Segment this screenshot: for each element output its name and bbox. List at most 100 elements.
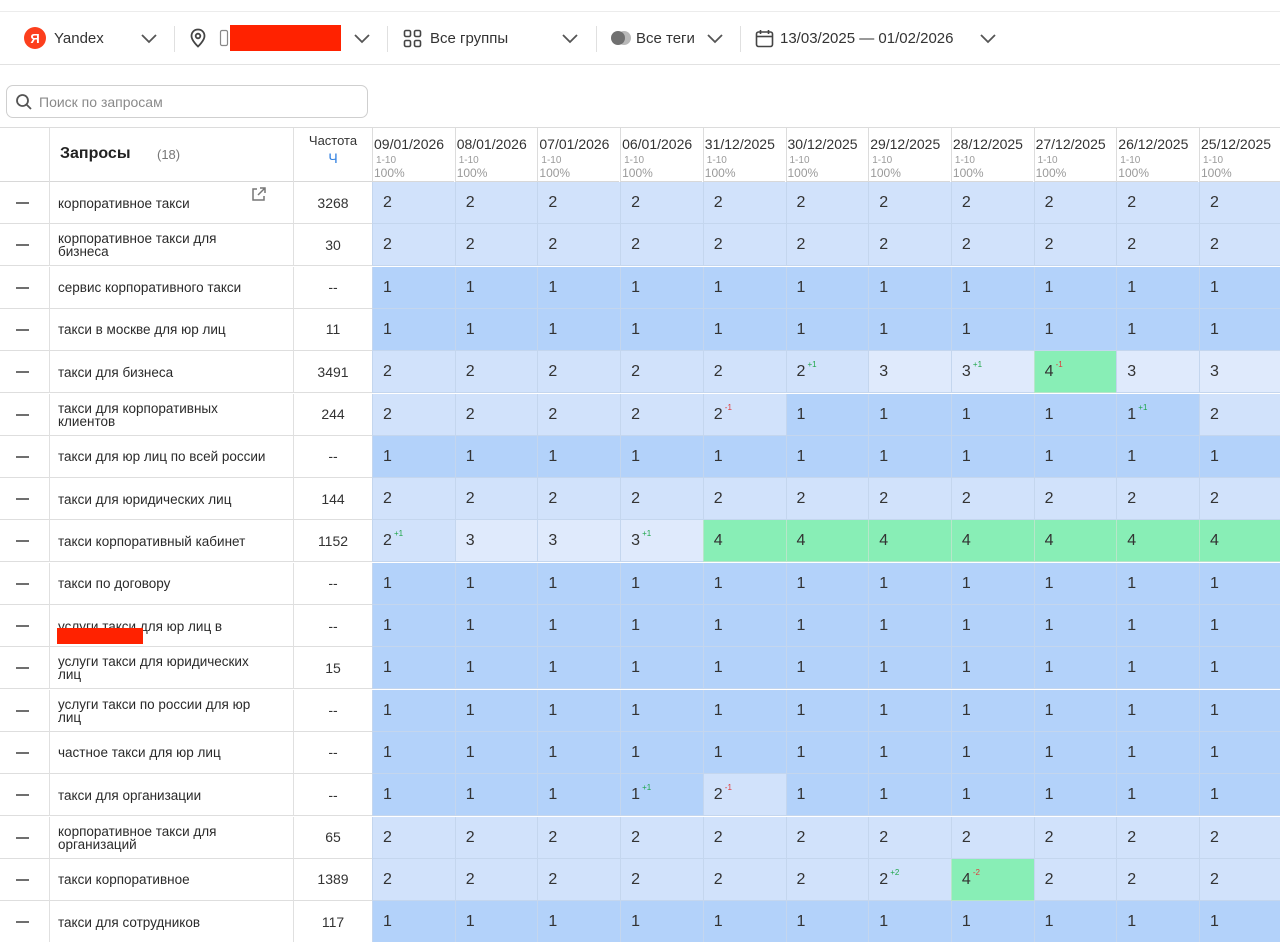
- position-cell[interactable]: 2: [1199, 393, 1280, 436]
- collapse-icon[interactable]: [16, 328, 29, 331]
- position-cell[interactable]: 2: [950, 816, 1034, 859]
- frequency-header[interactable]: Частота Ч: [293, 128, 372, 182]
- position-cell[interactable]: 1: [1116, 605, 1200, 647]
- query-text[interactable]: такси для сотрудников: [58, 901, 268, 942]
- date-range-select[interactable]: 13/03/2025 — 01/02/2026: [755, 12, 953, 64]
- collapse-icon[interactable]: [16, 794, 29, 797]
- position-cell[interactable]: 1: [1116, 901, 1200, 942]
- query-text[interactable]: такси корпоративное: [58, 859, 268, 901]
- position-cell[interactable]: 2: [1033, 858, 1117, 901]
- position-cell[interactable]: 1: [702, 605, 786, 647]
- date-column-header[interactable]: 07/01/2026 1-10 100%: [537, 128, 620, 182]
- position-cell[interactable]: 1: [372, 605, 455, 647]
- position-cell[interactable]: 1: [702, 647, 786, 690]
- position-cell[interactable]: 1: [454, 774, 538, 817]
- position-cell[interactable]: 1: [372, 901, 455, 942]
- tags-select[interactable]: Все теги: [610, 12, 695, 64]
- position-cell[interactable]: 1: [620, 266, 704, 309]
- position-cell[interactable]: 1: [1199, 647, 1280, 690]
- query-text[interactable]: такси по договору: [58, 563, 268, 605]
- position-cell[interactable]: 1: [1199, 605, 1280, 647]
- position-cell[interactable]: 1: [372, 689, 455, 732]
- position-cell[interactable]: 1: [620, 901, 704, 942]
- position-cell[interactable]: 2 +1: [785, 351, 869, 394]
- date-column-header[interactable]: 08/01/2026 1-10 100%: [454, 128, 537, 182]
- region-chevron-down-icon[interactable]: [353, 31, 371, 45]
- position-cell[interactable]: 1: [1033, 266, 1117, 309]
- position-cell[interactable]: 4: [950, 520, 1034, 563]
- query-text[interactable]: услуги такси по россии для юр лиц: [58, 690, 268, 732]
- position-cell[interactable]: 1: [1199, 435, 1280, 478]
- position-cell[interactable]: 1: [868, 605, 952, 647]
- position-cell[interactable]: 1: [702, 562, 786, 605]
- position-cell[interactable]: 1: [785, 731, 869, 774]
- position-cell[interactable]: 2: [454, 478, 538, 521]
- position-cell[interactable]: 2: [1033, 182, 1117, 224]
- position-cell[interactable]: 1: [950, 774, 1034, 817]
- position-cell[interactable]: 2: [537, 351, 621, 394]
- position-cell[interactable]: 1: [702, 689, 786, 732]
- position-cell[interactable]: 1: [785, 689, 869, 732]
- position-cell[interactable]: 1: [620, 562, 704, 605]
- engine-chevron-down-icon[interactable]: [140, 31, 158, 45]
- position-cell[interactable]: 1: [1116, 435, 1200, 478]
- position-cell[interactable]: 3: [1116, 351, 1200, 394]
- position-cell[interactable]: 2: [372, 816, 455, 859]
- position-cell[interactable]: 2: [1033, 224, 1117, 267]
- position-cell[interactable]: 1: [785, 393, 869, 436]
- position-cell[interactable]: 1: [372, 562, 455, 605]
- position-cell[interactable]: 1: [785, 774, 869, 817]
- position-cell[interactable]: 1: [1033, 774, 1117, 817]
- position-cell[interactable]: 1: [454, 435, 538, 478]
- position-cell[interactable]: 2: [537, 393, 621, 436]
- position-cell[interactable]: 2: [785, 478, 869, 521]
- position-cell[interactable]: 1: [372, 647, 455, 690]
- position-cell[interactable]: 2: [454, 393, 538, 436]
- position-cell[interactable]: 2: [1033, 478, 1117, 521]
- tags-chevron-down-icon[interactable]: [706, 31, 724, 45]
- position-cell[interactable]: 2: [454, 858, 538, 901]
- position-cell[interactable]: 2: [372, 351, 455, 394]
- position-cell[interactable]: 1: [1116, 266, 1200, 309]
- query-text[interactable]: корпоративное такси для бизнеса: [58, 224, 268, 266]
- date-column-header[interactable]: 29/12/2025 1-10 100%: [868, 128, 951, 182]
- position-cell[interactable]: 2: [620, 182, 704, 224]
- position-cell[interactable]: 2: [454, 182, 538, 224]
- position-cell[interactable]: 4: [702, 520, 786, 563]
- position-cell[interactable]: 1: [950, 435, 1034, 478]
- position-cell[interactable]: 2: [785, 816, 869, 859]
- position-cell[interactable]: 2: [537, 224, 621, 267]
- position-cell[interactable]: 1: [785, 605, 869, 647]
- position-cell[interactable]: 2: [454, 816, 538, 859]
- collapse-icon[interactable]: [16, 751, 29, 754]
- position-cell[interactable]: 1: [702, 308, 786, 351]
- frequency-unit[interactable]: Ч: [328, 150, 338, 166]
- position-cell[interactable]: 1: [537, 689, 621, 732]
- position-cell[interactable]: 1: [537, 901, 621, 942]
- position-cell[interactable]: 1: [620, 605, 704, 647]
- position-cell[interactable]: 2: [1116, 858, 1200, 901]
- query-text[interactable]: такси для бизнеса: [58, 351, 268, 393]
- collapse-icon[interactable]: [16, 921, 29, 924]
- position-cell[interactable]: 1: [1033, 393, 1117, 436]
- position-cell[interactable]: 1: [372, 308, 455, 351]
- collapse-icon[interactable]: [16, 202, 29, 204]
- position-cell[interactable]: 1: [1199, 731, 1280, 774]
- position-cell[interactable]: 1: [950, 689, 1034, 732]
- position-cell[interactable]: 1: [1033, 901, 1117, 942]
- position-cell[interactable]: 1: [868, 435, 952, 478]
- collapse-icon[interactable]: [16, 625, 29, 627]
- date-column-header[interactable]: 06/01/2026 1-10 100%: [620, 128, 703, 182]
- position-cell[interactable]: 1: [1116, 774, 1200, 817]
- date-column-header[interactable]: 28/12/2025 1-10 100%: [950, 128, 1033, 182]
- position-cell[interactable]: 4: [785, 520, 869, 563]
- position-cell[interactable]: 2: [372, 393, 455, 436]
- position-cell[interactable]: 1: [785, 562, 869, 605]
- position-cell[interactable]: 1: [537, 605, 621, 647]
- position-cell[interactable]: 1: [702, 731, 786, 774]
- position-cell[interactable]: 1: [868, 774, 952, 817]
- position-cell[interactable]: 2: [950, 224, 1034, 267]
- position-cell[interactable]: 1 +1: [1116, 393, 1200, 436]
- position-cell[interactable]: 2: [1199, 816, 1280, 859]
- position-cell[interactable]: 3 +1: [950, 351, 1034, 394]
